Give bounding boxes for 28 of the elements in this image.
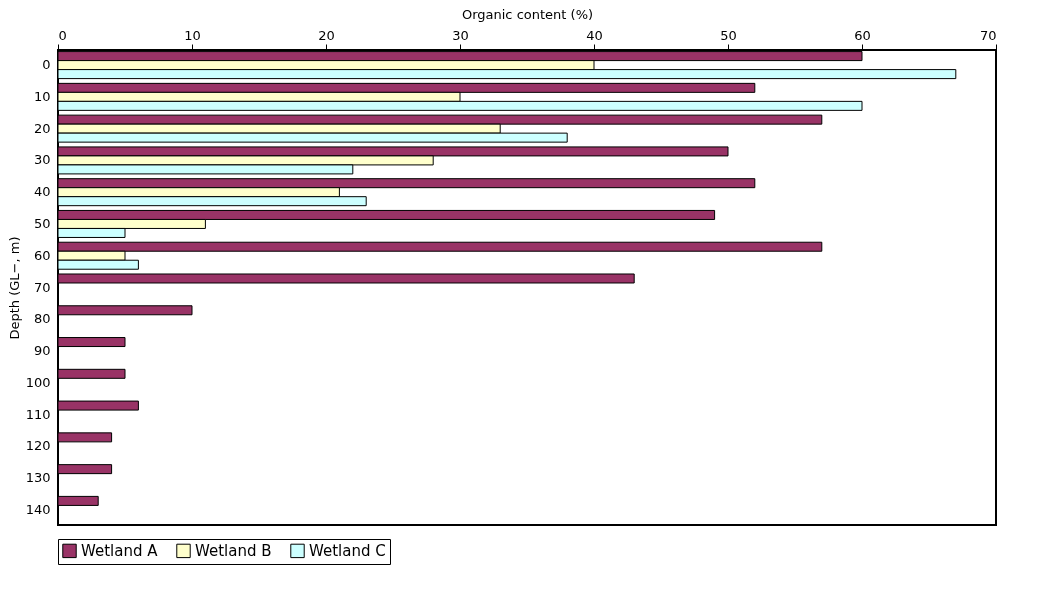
legend-label: Wetland B <box>195 541 272 560</box>
y-tick-label: 70 <box>33 279 51 295</box>
x-tick-label: 0 <box>58 27 67 43</box>
x-tick-label: 10 <box>184 27 201 43</box>
legend-label: Wetland C <box>309 541 386 560</box>
y-tick-label: 0 <box>42 57 51 73</box>
y-tick-label: 140 <box>25 501 51 517</box>
x-tick-label: 60 <box>854 27 871 43</box>
y-tick-label: 80 <box>33 311 51 327</box>
x-tick-label: 40 <box>586 27 603 43</box>
x-tick-label: 20 <box>318 27 335 43</box>
y-tick-label: 130 <box>25 470 51 486</box>
legend-label: Wetland A <box>81 541 159 560</box>
y-tick-label: 20 <box>33 120 51 136</box>
y-tick-label: 60 <box>33 247 51 263</box>
y-tick-label: 90 <box>33 343 51 359</box>
y-axis-title: Depth (GL−, m) <box>6 236 22 340</box>
x-tick-label: 70 <box>979 27 997 43</box>
x-tick-label: 30 <box>452 27 469 43</box>
y-tick-label: 30 <box>33 152 51 168</box>
x-axis-title: Organic content (%) <box>461 6 594 22</box>
x-tick-label: 50 <box>720 27 737 43</box>
y-tick-label: 40 <box>33 184 51 200</box>
y-tick-label: 120 <box>25 438 51 454</box>
y-tick-label: 50 <box>33 215 51 231</box>
y-tick-label: 100 <box>25 374 51 390</box>
y-tick-label: 110 <box>25 406 51 422</box>
y-tick-label: 10 <box>33 88 51 104</box>
